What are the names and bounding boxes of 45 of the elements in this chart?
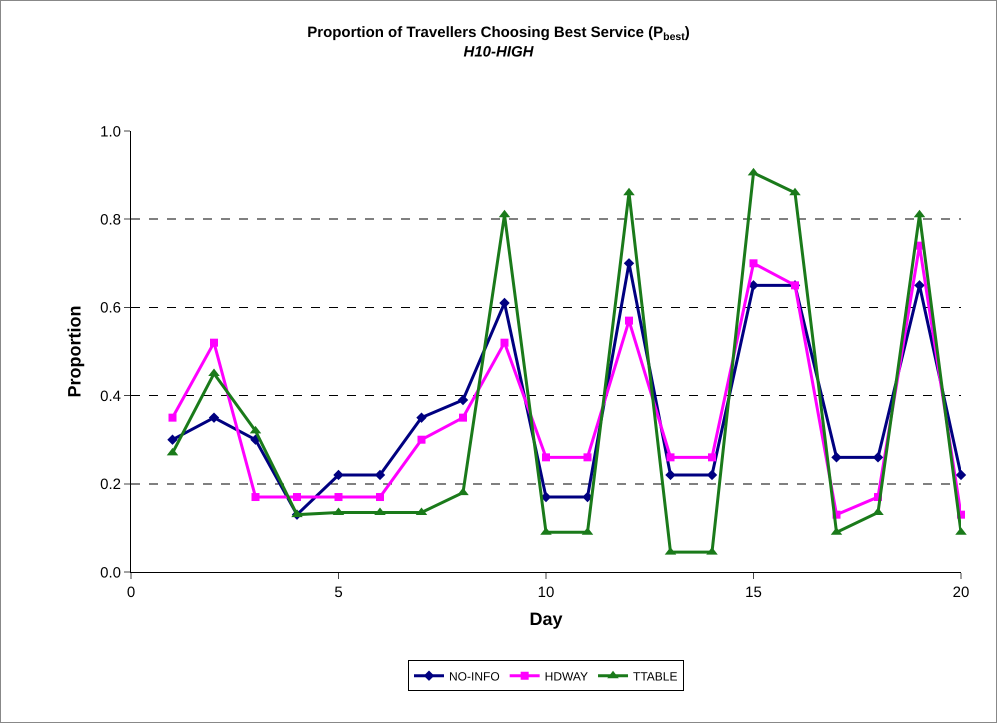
point: [208, 412, 220, 423]
x-tick-label: 0: [126, 584, 136, 601]
point: [872, 452, 884, 463]
point: [459, 414, 467, 422]
x-axis-title: Day: [529, 609, 563, 630]
point: [499, 298, 510, 308]
chart-title: Proportion of Travellers Choosing Best Service (P$_{best}$): [307, 24, 690, 44]
point: [706, 470, 718, 480]
y-tick-label: 0.8: [100, 211, 121, 228]
point: [334, 493, 342, 502]
point: [542, 453, 550, 462]
legend-label: TTABLE: [633, 669, 678, 684]
y-tick-label: 1.0: [100, 123, 121, 140]
point: [416, 412, 427, 423]
y-axis-title: Proportion: [64, 306, 84, 398]
point: [584, 453, 592, 462]
x-tick-label: 10: [538, 584, 554, 601]
point: [625, 316, 633, 325]
y-tick-label: 0.2: [100, 476, 121, 494]
point: [168, 414, 176, 422]
point: [167, 434, 178, 445]
point: [374, 470, 386, 480]
point: [458, 394, 468, 406]
point: [252, 493, 260, 502]
point: [665, 470, 676, 480]
y-tick-label: 0.6: [100, 300, 121, 317]
x-tick-label: 5: [334, 584, 343, 601]
point: [210, 338, 218, 347]
point: [708, 453, 716, 462]
legend-label: HDWAY: [544, 669, 588, 684]
point: [376, 493, 384, 502]
point: [418, 436, 426, 444]
point: [293, 493, 301, 502]
point: [333, 470, 344, 480]
y-tick-label: 0.0: [100, 564, 121, 582]
y-tick-label: 0.4: [100, 388, 121, 405]
legend-label: NO-INFO: [449, 669, 500, 684]
point: [956, 470, 966, 480]
point: [750, 259, 758, 268]
chart-subtitle: H10-HIGH: [463, 44, 535, 61]
point: [831, 452, 842, 463]
x-tick-label: 15: [745, 584, 762, 601]
point: [500, 338, 508, 347]
point: [666, 453, 674, 462]
x-tick-label: 20: [952, 584, 970, 601]
